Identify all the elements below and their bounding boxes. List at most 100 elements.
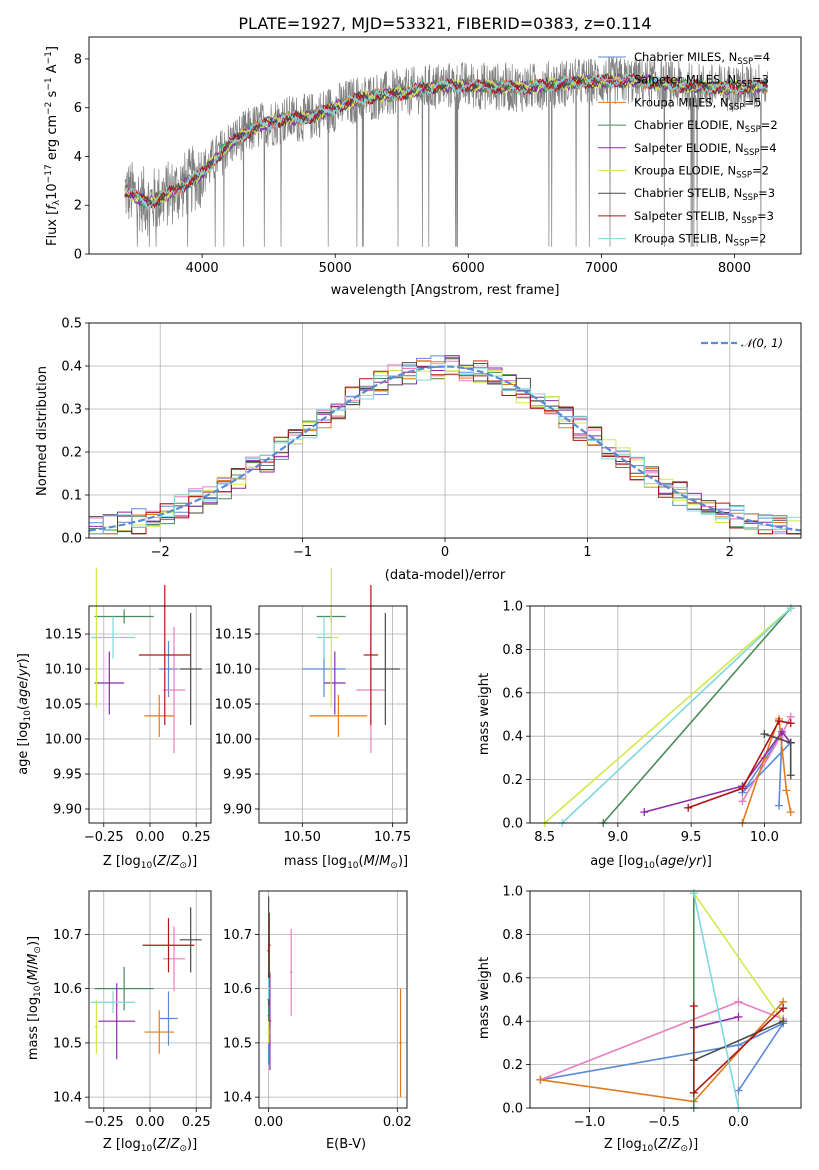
weight_vs_age-panel: 8.5 9.0 9.5 10.0 0.0 0.2 0.4 0.6 0.8 1.0 [502,600,802,845]
legend-subscript: SSP [745,125,761,135]
figure-title: PLATE=1927, MJD=53321, FIBERID=0383, z=0… [238,14,651,33]
weight-line-0 [540,1021,786,1092]
weight-age-ylabel: mass weight [477,673,492,755]
x-tick-label: 4000 [186,261,219,276]
weight-marker [786,719,795,728]
y-tick-label: 9.95 [53,768,82,783]
age_vs_Z-panel: −0.25 0.00 0.25 9.90 9.95 10.00 10.05 10.10 10.1… [45,567,212,845]
weight-marker [779,1004,788,1013]
mass_vs_EBV-panel: 0.00 0.02 10.4 10.5 10.6 10.7 [223,890,412,1130]
x-tick-label: 0.00 [136,1115,165,1130]
x-tick-label: −0.25 [84,1115,124,1130]
x-tick-label: 10.0 [750,830,779,845]
y-tick-label: 10.4 [223,1091,252,1106]
legend-subscript: SSP [737,57,753,67]
age-z-ylabel: age [log10(age/yr)] [16,653,33,775]
y-tick-label: 10.15 [215,628,252,643]
y-tick-label: 2 [74,199,82,214]
legend-tail: =4 [760,141,777,155]
legend-subscript: SSP [742,193,758,203]
mass-ebv-xlabel: E(B-V) [326,1137,366,1152]
normal-curve [88,365,802,532]
y-tick-label: 10.7 [53,928,82,943]
weight-marker [786,604,795,613]
y-tick-label: 0.2 [61,446,82,461]
y-tick-label: 4 [74,150,82,165]
weight-marker [782,786,791,795]
histogram-ylabel: Normed distribution [35,366,50,496]
legend-label: Chabrier MILES, NSSP=4 [634,50,770,67]
weight-z-xlabel: Z [log10(Z/Z⊙)] [604,1137,698,1154]
x-tick-label: 0.0 [728,1115,749,1130]
x-tick-label: 6000 [452,261,485,276]
legend-label: Salpeter STELIB, NSSP=3 [634,209,774,226]
weight-line-5 [693,892,784,1022]
legend-tail: =2 [752,164,769,178]
y-tick-label: 0.0 [502,817,523,832]
y-tick-label: 0.4 [61,360,82,375]
y-tick-label: 10.05 [215,698,252,713]
weight-age-xlabel: age [log10(age/yr)] [590,854,712,871]
spectrum-legend: Chabrier MILES, NSSP=4 Salpeter MILES, NS… [598,50,778,249]
x-tick-label: 10.50 [284,830,321,845]
weight-marker [777,727,786,736]
histogram-frame [88,322,802,539]
y-tick-label: 9.90 [53,803,82,818]
x-tick-label: 0.00 [136,830,165,845]
legend-tail: =2 [761,118,778,132]
y-tick-label: 10.5 [53,1036,82,1051]
x-tick-label: 0.02 [383,1115,412,1130]
y-tick-label: 0.6 [502,686,523,701]
legend-tail: =5 [744,95,761,109]
weight-line-6 [693,1020,784,1062]
y-tick-label: 10.00 [215,733,252,748]
x-tick-label: 8000 [718,261,751,276]
weight-line-4 [693,1016,739,1029]
y-tick-label: 10.10 [215,663,252,678]
legend-tail: =3 [757,209,774,223]
y-tick-label: 0.5 [61,317,82,332]
x-tick-label: −0.25 [84,830,124,845]
y-tick-label: 10.6 [53,982,82,997]
y-tick-label: 0.8 [502,928,523,943]
weight-marker [640,808,649,817]
x-tick-label: 8.5 [534,830,555,845]
spectrum-xlabel: wavelength [Angstrom, rest frame] [331,283,560,298]
weight-z-ylabel: mass weight [477,957,492,1039]
x-tick-label: −1.0 [574,1115,606,1130]
mass_vs_Z-panel: −0.25 0.00 0.25 10.4 10.5 10.6 10.7 [53,890,212,1130]
legend-subscript: SSP [729,102,745,112]
y-tick-label: 0.2 [502,1058,523,1073]
legend-tail: =3 [758,186,775,200]
x-tick-label: 0 [441,545,449,560]
y-tick-label: 0.3 [61,403,82,418]
x-tick-label: 0.00 [254,1115,283,1130]
y-tick-label: 8 [74,52,82,67]
x-tick-label: 1 [583,545,591,560]
legend-subscript: SSP [741,216,757,226]
y-tick-label: 1.0 [502,885,523,900]
x-tick-label: −1 [293,545,312,560]
panel-frame [529,890,802,1109]
legend-subscript: SSP [736,80,752,90]
y-tick-label: 0.2 [502,773,523,788]
legend-label: Kroupa STELIB, NSSP=2 [634,232,766,249]
weight-marker [734,1012,743,1021]
y-tick-label: 0.1 [61,489,82,504]
y-tick-label: 0.4 [502,1015,523,1030]
weight-marker [689,1088,698,1097]
panel-frame [529,605,802,824]
x-tick-label: 10.75 [374,830,411,845]
mass-z-ylabel: mass [log10(M/M⊙)] [26,936,43,1060]
weight-marker [786,808,795,817]
weight-marker [536,1075,545,1084]
legend-label: Salpeter ELODIE, NSSP=4 [634,141,777,158]
residual-histogram-panel: −2 −1 0 1 2 0.0 0.1 0.2 0.3 0.4 0.5 𝒩(0, 1) (data-… [35,317,802,583]
x-tick-label: −0.5 [648,1115,680,1130]
legend-subscript: SSP [736,171,752,181]
panel-frame [258,605,408,824]
weight-marker [734,1041,743,1050]
y-tick-label: 0.6 [502,971,523,986]
y-tick-label: 10.10 [45,663,82,678]
y-tick-label: 9.90 [223,803,252,818]
